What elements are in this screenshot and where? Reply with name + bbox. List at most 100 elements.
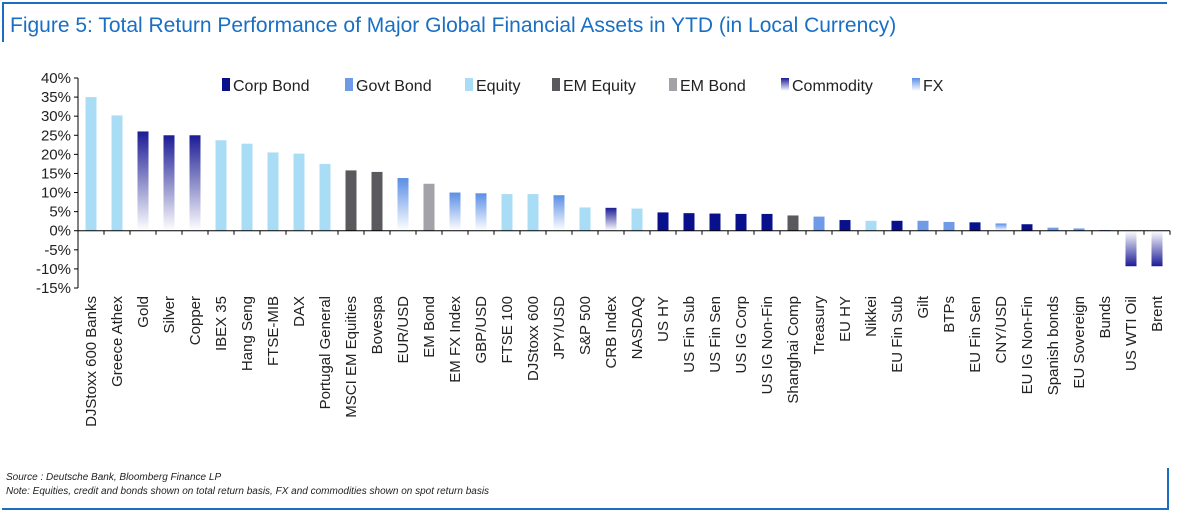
frame-left-border <box>2 2 4 42</box>
y-tick-label: -15% <box>36 280 71 297</box>
y-tick-label: 30% <box>41 108 71 125</box>
bar-7 <box>267 152 279 231</box>
legend-label: FX <box>923 78 944 95</box>
bar-26 <box>761 213 773 231</box>
bar-3 <box>163 135 175 231</box>
x-category-label: Hang Seng <box>239 296 256 371</box>
bar-14 <box>449 192 461 231</box>
x-category-label: Spanish bonds <box>1045 296 1062 395</box>
x-category-label: US WTI Oil <box>1123 296 1140 371</box>
bar-13 <box>423 183 435 231</box>
x-category-label: EUR/USD <box>395 296 412 364</box>
legend-label: EM Equity <box>563 78 636 95</box>
legend-swatch <box>912 78 920 91</box>
bar-29 <box>839 220 851 231</box>
x-category-label: Silver <box>161 296 178 334</box>
x-category-label: US Fin Sub <box>681 296 698 373</box>
x-category-label: EU Sovereign <box>1071 296 1088 389</box>
y-tick-label: 10% <box>41 185 71 202</box>
x-category-label: GBP/USD <box>473 296 490 364</box>
x-category-label: Gilt <box>915 295 932 318</box>
bar-22 <box>657 212 669 231</box>
y-tick-label: 15% <box>41 165 71 182</box>
bar-16 <box>501 194 513 231</box>
bar-15 <box>475 193 487 231</box>
methodology-note: Note: Equities, credit and bonds shown o… <box>6 486 490 497</box>
legend-swatch <box>781 78 789 91</box>
x-category-label: FTSE 100 <box>499 296 516 364</box>
bar-37 <box>1047 227 1059 231</box>
x-category-label: EU Fin Sen <box>967 296 984 373</box>
y-tick-label: 5% <box>49 204 71 221</box>
x-category-label: CRB Index <box>603 296 620 369</box>
x-category-label: EU Fin Sub <box>889 296 906 373</box>
bar-20 <box>605 207 617 231</box>
y-tick-label: 25% <box>41 127 71 144</box>
x-category-label: Brent <box>1149 295 1166 332</box>
legend-swatch <box>552 78 560 91</box>
y-tick-label: 0% <box>49 223 71 240</box>
x-category-label: DJStoxx 600 Banks <box>83 296 100 427</box>
legend-swatch <box>465 78 473 91</box>
bar-40 <box>1125 230 1137 267</box>
y-tick-label: 40% <box>41 70 71 87</box>
bar-1 <box>111 115 123 231</box>
x-category-label: S&P 500 <box>577 296 594 355</box>
x-category-label: IBEX 35 <box>213 296 230 351</box>
bar-36 <box>1021 224 1033 231</box>
bar-25 <box>735 213 747 231</box>
x-category-label: DJStoxx 600 <box>525 296 542 381</box>
x-category-label: EM FX Index <box>447 296 464 383</box>
legend-label: Corp Bond <box>233 78 310 95</box>
bar-35 <box>995 223 1007 231</box>
bar-17 <box>527 194 539 231</box>
y-tick-label: -5% <box>44 242 71 259</box>
x-category-label: Bovespa <box>369 295 386 354</box>
y-tick-label: -10% <box>36 261 71 278</box>
x-category-label: DAX <box>291 296 308 327</box>
bar-30 <box>865 220 877 231</box>
x-category-label: Portugal General <box>317 296 334 409</box>
x-category-label: Copper <box>187 296 204 345</box>
bar-6 <box>241 143 253 231</box>
frame-right-border <box>1167 468 1169 510</box>
x-category-label: US IG Non-Fin <box>759 296 776 394</box>
frame-bottom-border <box>2 508 1169 510</box>
legend-swatch <box>669 78 677 91</box>
x-category-label: Nikkei <box>863 296 880 337</box>
bar-4 <box>189 135 201 231</box>
bar-10 <box>345 170 357 231</box>
bar-34 <box>969 222 981 231</box>
bar-0 <box>85 97 97 231</box>
x-category-label: MSCI EM Equities <box>343 296 360 418</box>
source-note: Source : Deutsche Bank, Bloomberg Financ… <box>6 472 222 483</box>
bar-38 <box>1073 228 1085 231</box>
bar-18 <box>553 195 565 231</box>
legend-label: EM Bond <box>680 78 746 95</box>
x-category-label: NASDAQ <box>629 296 646 359</box>
bar-28 <box>813 216 825 231</box>
frame-top-border <box>2 2 1167 4</box>
bar-5 <box>215 140 227 231</box>
bar-32 <box>917 220 929 231</box>
x-category-label: US HY <box>655 296 672 342</box>
legend-label: Equity <box>476 78 520 95</box>
x-category-label: EM Bond <box>421 296 438 358</box>
bar-23 <box>683 213 695 231</box>
x-category-label: Gold <box>135 296 152 328</box>
x-category-label: Treasury <box>811 296 828 355</box>
bar-33 <box>943 221 955 231</box>
x-category-label: EU HY <box>837 296 854 342</box>
bar-41 <box>1151 230 1163 267</box>
bar-2 <box>137 131 149 231</box>
legend-label: Commodity <box>792 78 873 95</box>
legend-swatch <box>345 78 353 91</box>
bar-11 <box>371 171 383 231</box>
x-category-label: Shanghai Comp <box>785 296 802 404</box>
legend-label: Govt Bond <box>356 78 432 95</box>
bar-31 <box>891 220 903 231</box>
x-category-label: JPY/USD <box>551 296 568 360</box>
bar-8 <box>293 153 305 231</box>
x-category-label: US Fin Sen <box>707 296 724 373</box>
x-category-label: Greece Athex <box>109 296 126 387</box>
